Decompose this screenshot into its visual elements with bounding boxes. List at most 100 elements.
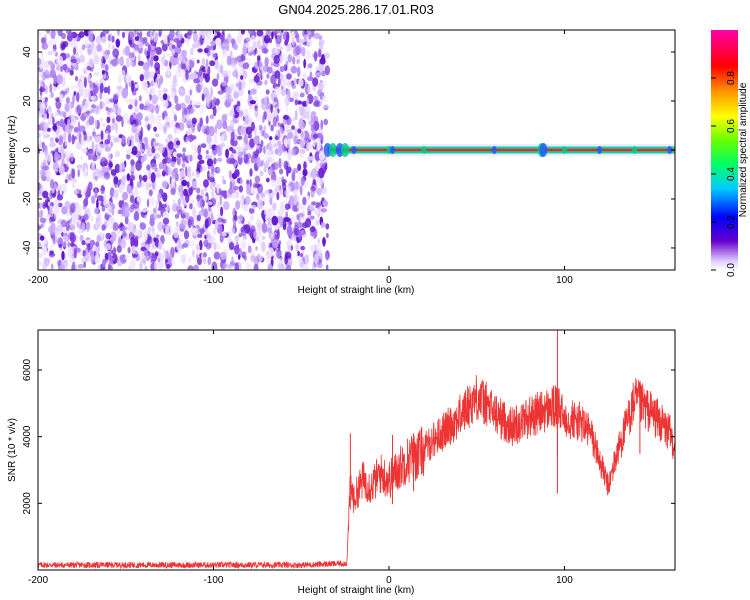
noise-blob xyxy=(135,118,139,129)
noise-blob xyxy=(105,97,111,105)
noise-blob xyxy=(277,77,281,87)
noise-blob xyxy=(225,148,230,159)
noise-blob xyxy=(221,218,227,224)
noise-blob xyxy=(155,46,162,55)
noise-blob xyxy=(265,177,270,183)
noise-blob xyxy=(261,48,269,54)
noise-blob xyxy=(79,189,82,195)
signal-knot xyxy=(597,146,603,154)
noise-blob xyxy=(239,33,243,43)
noise-blob xyxy=(81,44,86,51)
noise-blob xyxy=(275,175,281,184)
noise-blob xyxy=(160,56,166,64)
noise-blob xyxy=(83,132,88,142)
noise-blob xyxy=(39,63,43,70)
noise-blob xyxy=(189,73,196,80)
noise-blob xyxy=(89,81,94,90)
noise-blob xyxy=(259,62,263,67)
noise-blob xyxy=(207,256,212,266)
noise-blob xyxy=(163,163,168,173)
noise-blob xyxy=(38,152,41,158)
noise-blob xyxy=(277,214,283,225)
noise-blob xyxy=(196,233,203,238)
noise-blob xyxy=(287,245,292,253)
noise-blob xyxy=(299,185,303,196)
noise-blob xyxy=(134,246,139,255)
noise-blob xyxy=(79,82,84,90)
noise-blob xyxy=(238,185,243,193)
noise-blob xyxy=(99,101,103,110)
noise-blob xyxy=(253,135,260,145)
noise-blob xyxy=(216,157,223,162)
noise-blob xyxy=(115,114,122,122)
noise-blob xyxy=(211,78,219,87)
noise-blob xyxy=(87,48,92,56)
noise-blob xyxy=(146,147,154,158)
noise-blob xyxy=(58,165,65,175)
noise-blob xyxy=(81,222,86,233)
noise-blob xyxy=(264,79,268,86)
noise-blob xyxy=(187,134,194,143)
noise-blob xyxy=(73,47,77,56)
noise-blob xyxy=(164,116,171,121)
noise-blob xyxy=(230,137,235,146)
noise-blob xyxy=(102,258,106,268)
noise-blob xyxy=(51,39,57,46)
noise-blob xyxy=(148,169,152,181)
noise-blob xyxy=(190,199,195,205)
noise-blob xyxy=(38,132,41,138)
noise-blob xyxy=(300,230,306,236)
noise-blob xyxy=(75,52,79,58)
noise-blob xyxy=(229,170,232,180)
noise-blob xyxy=(48,110,53,120)
y-tick-label: -40 xyxy=(22,240,33,255)
noise-blob xyxy=(49,48,57,56)
noise-blob xyxy=(75,75,78,82)
noise-blob xyxy=(326,232,329,239)
noise-blob xyxy=(189,89,192,96)
noise-blob xyxy=(197,48,203,53)
noise-blob xyxy=(171,256,175,266)
noise-blob xyxy=(88,58,94,68)
noise-blob xyxy=(100,144,105,149)
noise-blob xyxy=(221,70,229,78)
noise-blob xyxy=(221,114,228,123)
noise-blob xyxy=(94,188,98,199)
noise-blob xyxy=(230,83,234,89)
noise-blob xyxy=(186,113,190,120)
noise-blob xyxy=(50,60,54,71)
noise-blob xyxy=(268,140,272,149)
noise-blob xyxy=(183,230,190,240)
noise-blob xyxy=(103,171,111,180)
noise-blob xyxy=(323,104,329,109)
noise-blob xyxy=(285,46,289,52)
noise-blob xyxy=(296,236,300,244)
noise-blob xyxy=(293,194,298,206)
noise-blob xyxy=(307,85,310,95)
colorbar-tick-label: 0.4 xyxy=(726,167,737,181)
noise-blob xyxy=(230,38,236,45)
noise-blob xyxy=(273,55,281,64)
noise-blob xyxy=(80,155,84,161)
snr-y-ticks: 2000 4000 6000 xyxy=(22,358,675,514)
noise-blob xyxy=(167,253,173,264)
noise-blob xyxy=(277,209,284,217)
noise-blob xyxy=(233,185,240,191)
signal-knot xyxy=(561,146,567,154)
noise-blob xyxy=(90,253,94,264)
noise-blob xyxy=(279,65,285,73)
noise-blob xyxy=(142,62,150,71)
noise-blob xyxy=(279,188,284,196)
noise-blob xyxy=(196,59,200,64)
noise-blob xyxy=(183,106,191,116)
noise-blob xyxy=(44,144,48,156)
noise-blob xyxy=(40,170,47,177)
noise-blob xyxy=(141,207,148,213)
noise-blob xyxy=(187,30,193,36)
noise-blob xyxy=(67,241,70,248)
noise-blob xyxy=(294,109,298,121)
noise-blob xyxy=(39,235,45,241)
noise-blob xyxy=(238,81,242,91)
noise-blob xyxy=(72,94,75,105)
noise-blob xyxy=(185,60,190,69)
